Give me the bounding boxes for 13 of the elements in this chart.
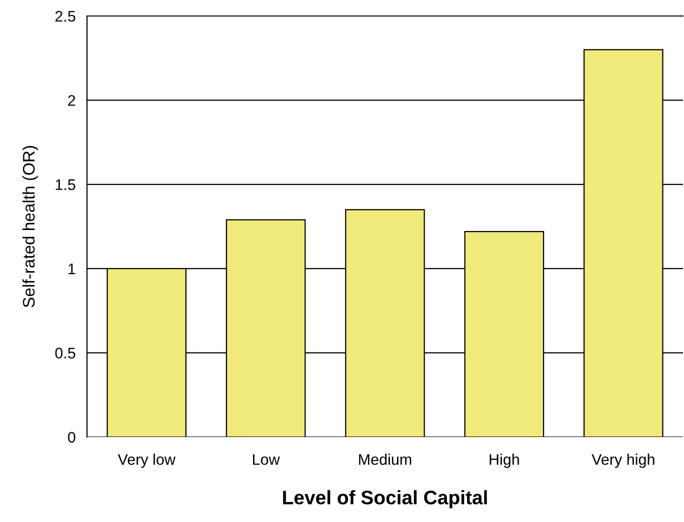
x-tick-label: High: [490, 454, 519, 468]
x-axis-title: Level of Social Capital: [283, 490, 487, 508]
x-tick-label: Medium: [359, 454, 412, 465]
x-tick-label: Very high: [592, 454, 654, 468]
y-tick-label: 0.5: [55, 348, 76, 358]
y-tick-label: 0: [68, 432, 76, 443]
x-tick-label: Low: [253, 454, 280, 465]
y-tick-label: 2: [68, 95, 76, 106]
x-tick-label: Very low: [118, 454, 176, 468]
y-axis-title: Self-rated health (OR): [22, 146, 38, 308]
y-tick-label: 1: [68, 264, 76, 274]
y-tick-label: 1.5: [56, 179, 76, 190]
y-tick-label: 2.5: [55, 10, 76, 22]
